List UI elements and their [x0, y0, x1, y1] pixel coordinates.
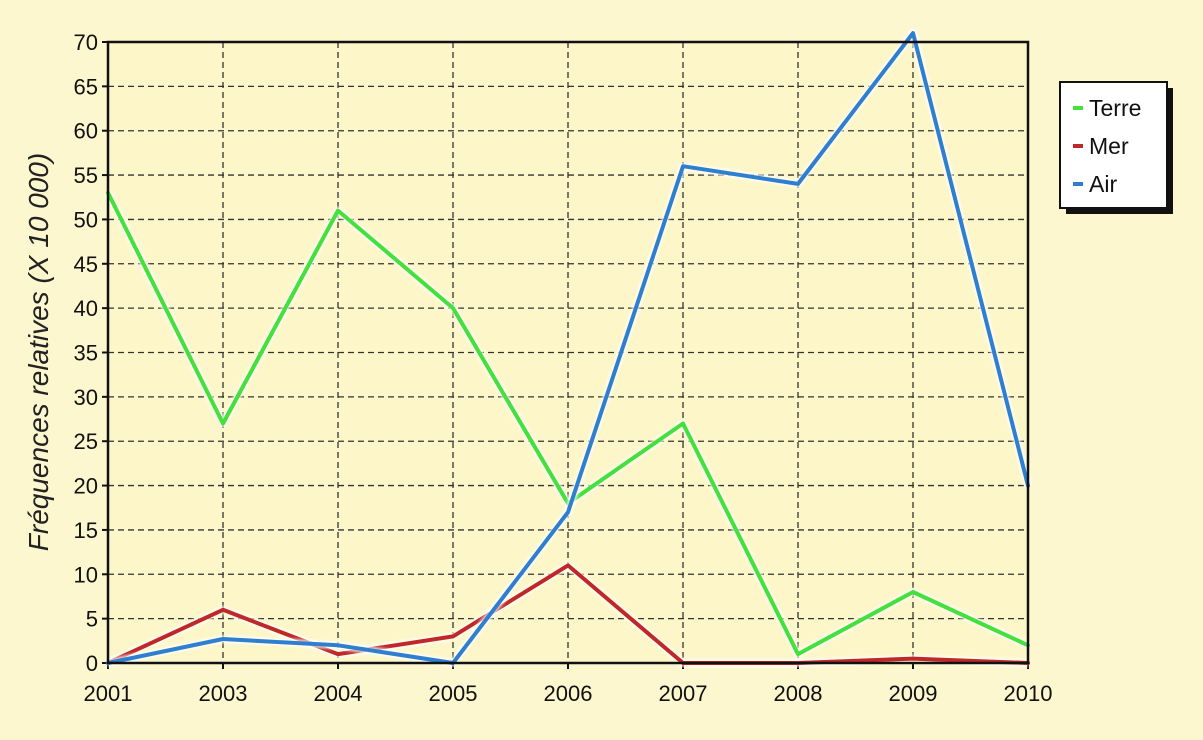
x-tick-label: 2005	[429, 681, 478, 706]
y-tick-label: 45	[74, 252, 98, 277]
grid	[108, 42, 1028, 663]
y-tick-label: 30	[74, 385, 98, 410]
x-tick-label: 2009	[889, 681, 938, 706]
y-tick-label: 20	[74, 474, 98, 499]
y-tick-label: 5	[86, 607, 98, 632]
y-tick-label: 35	[74, 341, 98, 366]
y-tick-label: 40	[74, 296, 98, 321]
x-tick-label: 2006	[544, 681, 593, 706]
y-tick-label: 15	[74, 518, 98, 543]
y-axis-ticks: 0 5 10 15 20 25 30 35 40 45 50 55 60 65 70	[74, 30, 108, 676]
y-tick-label: 50	[74, 207, 98, 232]
x-tick-label: 2003	[199, 681, 248, 706]
y-tick-label: 10	[74, 562, 98, 587]
y-tick-label: 70	[74, 30, 98, 55]
y-tick-label: 60	[74, 119, 98, 144]
plot-frame	[106, 40, 1030, 665]
legend-label: Air	[1089, 171, 1117, 197]
legend: Terre Mer Air	[1059, 81, 1173, 214]
y-tick-label: 0	[86, 651, 98, 676]
legend-label: Mer	[1089, 133, 1129, 159]
x-tick-label: 2007	[659, 681, 708, 706]
y-axis-label: Fréquences relatives (X 10 000)	[23, 153, 54, 551]
x-tick-label: 2010	[1004, 681, 1053, 706]
series-lines	[104, 29, 1032, 667]
y-tick-label: 65	[74, 74, 98, 99]
y-tick-label: 25	[74, 429, 98, 454]
x-tick-label: 2004	[314, 681, 363, 706]
legend-label: Terre	[1089, 95, 1141, 121]
y-tick-label: 55	[74, 163, 98, 188]
x-tick-label: 2008	[774, 681, 823, 706]
x-axis-ticks: 2001 2003 2004 2005 2006 2007 2008 2009 2010	[84, 663, 1053, 706]
x-tick-label: 2001	[84, 681, 133, 706]
